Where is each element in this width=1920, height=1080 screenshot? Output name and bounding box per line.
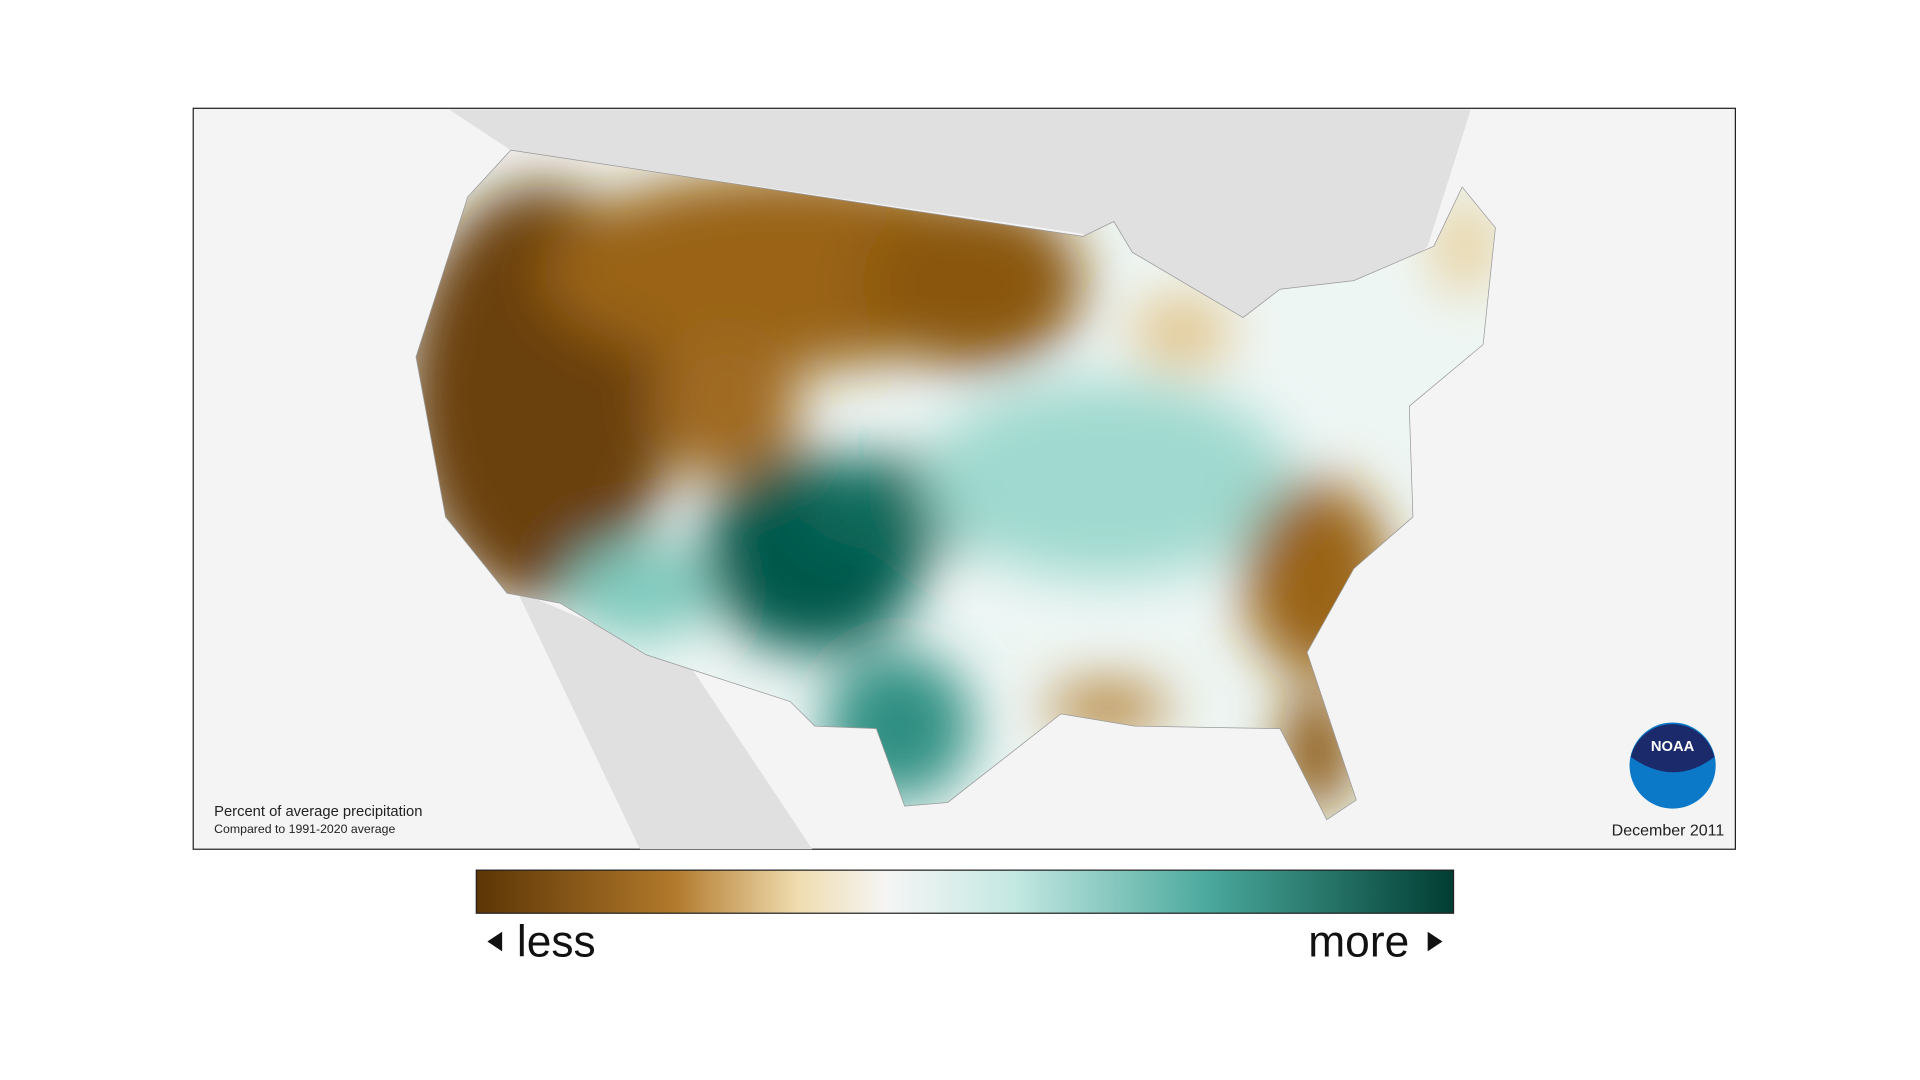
logo-text: NOAA [1651,739,1695,755]
blob [861,196,1084,370]
us-outline [415,149,1496,821]
more-arrow [1427,931,1443,952]
field-blobs [416,172,1496,813]
less-arrow [487,931,503,952]
blob [1132,295,1231,370]
blob [1433,196,1496,296]
legend-low-label: less [517,917,596,966]
logo-top [1630,724,1715,773]
blob [652,332,800,480]
caption-title: Percent of average precipitation [214,804,422,820]
caption-subtitle: Compared to 1991-2020 average [214,822,395,836]
noaa-logo: NOAA [1629,722,1716,809]
colorbar [475,869,1455,914]
legend-high-label: more [1308,917,1409,966]
blob [923,381,1293,579]
neighbor-land [449,109,1471,850]
date-label: December 2011 [1612,823,1725,840]
blob [566,541,714,640]
